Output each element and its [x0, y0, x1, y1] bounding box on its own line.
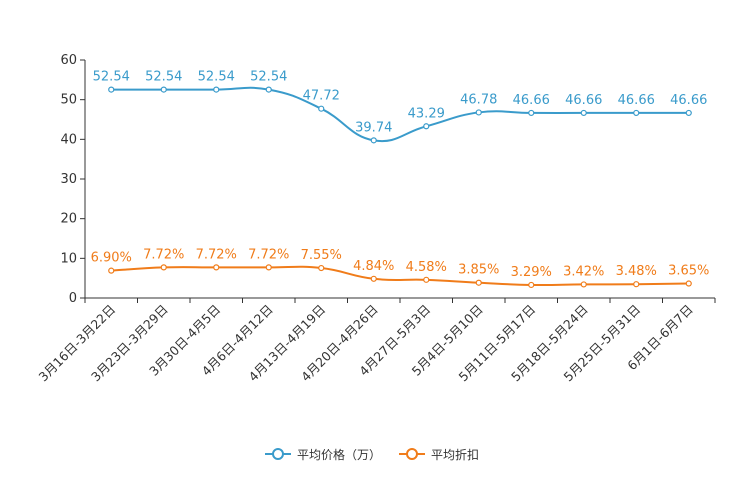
- legend-label-price: 平均价格（万）: [296, 447, 381, 462]
- data-point-discount: [633, 281, 640, 288]
- data-label-price: 46.66: [618, 93, 655, 108]
- y-tick-label: 30: [60, 172, 77, 187]
- data-point-price: [160, 86, 167, 93]
- data-label-discount: 3.48%: [616, 264, 657, 279]
- y-tick-label: 60: [60, 53, 77, 68]
- data-label-discount: 6.90%: [91, 251, 132, 266]
- y-tick-label: 0: [69, 291, 77, 306]
- chart-legend: 平均价格（万） 平均折扣: [0, 443, 744, 465]
- data-label-price: 52.54: [93, 70, 130, 85]
- legend-swatch-price: [264, 448, 291, 460]
- data-point-discount: [685, 280, 692, 287]
- series-line-price: [111, 86, 689, 143]
- data-point-price: [108, 86, 115, 93]
- data-label-discount: 3.29%: [511, 265, 552, 280]
- data-label-price: 46.66: [670, 93, 707, 108]
- data-point-discount: [580, 281, 587, 288]
- data-point-price: [528, 109, 535, 117]
- data-point-discount: [528, 281, 535, 289]
- data-label-price: 52.54: [250, 70, 287, 85]
- data-point-price: [423, 123, 430, 130]
- y-tick-label: 50: [60, 93, 77, 108]
- data-label-price: 46.66: [513, 93, 550, 108]
- data-point-discount: [265, 264, 272, 271]
- data-point-discount: [108, 267, 115, 274]
- data-label-discount: 7.55%: [301, 248, 342, 263]
- legend-item-discount[interactable]: 平均折扣: [399, 446, 479, 463]
- data-point-discount: [370, 275, 377, 282]
- series-line-discount: [111, 265, 689, 287]
- y-tick-label: 20: [60, 212, 77, 227]
- data-point-price: [265, 86, 272, 93]
- data-point-discount: [318, 264, 325, 272]
- data-label-discount: 7.72%: [248, 247, 289, 262]
- data-label-price: 47.72: [303, 89, 340, 104]
- data-point-price: [475, 109, 482, 116]
- data-point-discount: [160, 264, 167, 271]
- data-label-discount: 3.42%: [563, 264, 604, 279]
- data-point-discount: [423, 276, 430, 283]
- data-point-discount: [475, 279, 482, 286]
- data-label-discount: 3.65%: [668, 264, 709, 279]
- data-point-price: [213, 86, 220, 93]
- data-point-discount: [213, 264, 220, 271]
- data-point-price: [318, 105, 325, 112]
- data-point-price: [633, 109, 640, 117]
- y-tick-label: 10: [60, 251, 77, 266]
- data-label-price: 46.66: [565, 93, 602, 108]
- data-label-price: 39.74: [355, 120, 392, 135]
- data-label-price: 46.78: [460, 92, 497, 107]
- data-point-price: [685, 109, 692, 117]
- data-label-price: 43.29: [408, 106, 445, 121]
- line-chart: 01020304050603月16日-3月22日3月23日-3月29日3月30日…: [35, 53, 716, 384]
- legend-item-price[interactable]: 平均价格（万）: [264, 446, 381, 463]
- legend-swatch-discount: [399, 448, 425, 460]
- data-label-price: 52.54: [198, 70, 235, 85]
- data-point-price: [370, 137, 377, 144]
- data-label-discount: 7.72%: [196, 247, 237, 262]
- y-tick-label: 40: [60, 132, 77, 147]
- data-label-price: 52.54: [145, 70, 182, 85]
- data-label-discount: 4.84%: [353, 259, 394, 274]
- data-label-discount: 3.85%: [458, 263, 499, 278]
- data-label-discount: 7.72%: [143, 247, 184, 262]
- data-label-discount: 4.58%: [406, 260, 447, 275]
- legend-label-discount: 平均折扣: [431, 447, 480, 462]
- data-point-price: [580, 109, 587, 117]
